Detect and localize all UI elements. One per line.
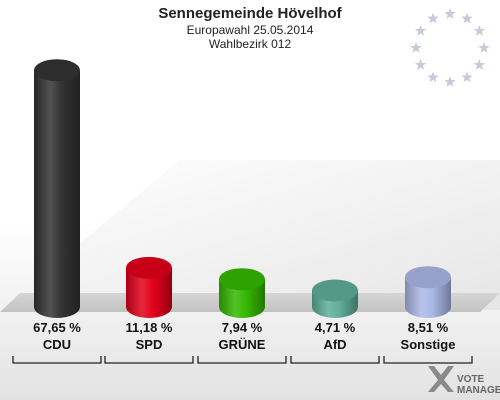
star-icon (473, 25, 486, 36)
bar-spd (126, 256, 172, 318)
value-label: 67,65 % (33, 320, 81, 335)
category-bracket (104, 356, 194, 364)
chart-wall (0, 160, 500, 310)
category-bracket (290, 356, 380, 364)
category-label: Sonstige (401, 337, 456, 352)
logo-line1: VOTE (457, 374, 485, 385)
star-icon (427, 71, 439, 83)
star-icon (461, 71, 473, 83)
bars (34, 59, 451, 318)
star-icon (410, 42, 422, 53)
logo-line2: MANAGER (457, 385, 500, 396)
value-label: 11,18 % (126, 320, 173, 335)
star-icon (461, 12, 473, 24)
bar-sonstige (405, 266, 451, 318)
star-icon (414, 25, 427, 36)
value-label: 7,94 % (222, 320, 263, 335)
category-bracket (197, 356, 287, 364)
category-label: CDU (43, 337, 71, 352)
chart-title: Sennegemeinde Hövelhof (158, 5, 342, 22)
category-label: SPD (136, 337, 163, 352)
value-label: 4,71 % (315, 320, 356, 335)
bar-cdu (34, 59, 80, 318)
value-label: 8,51 % (408, 320, 449, 335)
star-icon (478, 42, 490, 53)
star-icon (414, 59, 427, 70)
category-bracket (12, 356, 102, 364)
bar-afd (312, 279, 358, 318)
star-icon (473, 59, 486, 70)
category-label: GRÜNE (219, 337, 266, 352)
chart-subtitle: Europawahl 25.05.2014 (187, 23, 314, 37)
vote-manager-logo: VOTE MANAGER (428, 366, 500, 396)
bar-grüne (219, 268, 265, 318)
bar-labels: 67,65 % CDU 11,18 % SPD 7,94 % GRÜNE 4,71 % AfD… (12, 320, 473, 364)
chart-district: Wahlbezirk 012 (209, 37, 292, 51)
star-icon (444, 76, 456, 87)
category-label: AfD (323, 337, 346, 352)
x-mark-icon (428, 366, 454, 392)
star-icon (444, 8, 456, 19)
eu-stars-icon (410, 8, 490, 87)
category-bracket (383, 356, 473, 364)
star-icon (427, 12, 439, 24)
